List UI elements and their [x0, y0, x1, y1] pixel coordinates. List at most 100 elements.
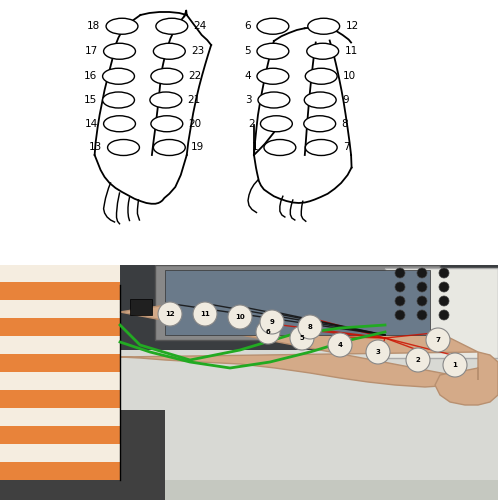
Polygon shape	[0, 444, 120, 462]
Text: 15: 15	[83, 95, 97, 105]
Bar	[0, 265, 498, 355]
Circle shape	[395, 282, 405, 292]
Circle shape	[260, 116, 292, 132]
Circle shape	[307, 44, 339, 59]
Bar	[130, 299, 152, 315]
Circle shape	[257, 44, 289, 59]
Text: 14: 14	[84, 118, 98, 128]
Circle shape	[439, 282, 449, 292]
Circle shape	[304, 116, 336, 132]
Text: 1: 1	[453, 362, 458, 368]
Circle shape	[395, 296, 405, 306]
Text: 12: 12	[165, 311, 175, 317]
Circle shape	[395, 268, 405, 278]
Circle shape	[395, 310, 405, 320]
Text: 20: 20	[189, 118, 202, 128]
Bar	[0, 350, 498, 480]
Circle shape	[153, 140, 185, 156]
Text: 22: 22	[189, 71, 202, 81]
Text: 6: 6	[245, 21, 251, 31]
Polygon shape	[0, 336, 120, 354]
Text: 19: 19	[191, 142, 205, 152]
Circle shape	[258, 92, 290, 108]
Circle shape	[106, 18, 138, 34]
Circle shape	[443, 353, 467, 377]
Polygon shape	[120, 302, 478, 387]
Text: 10: 10	[235, 314, 245, 320]
Text: 1: 1	[251, 142, 258, 152]
Text: 9: 9	[269, 319, 274, 325]
Circle shape	[328, 333, 352, 357]
Text: 23: 23	[191, 46, 205, 56]
Circle shape	[417, 282, 427, 292]
Circle shape	[151, 68, 183, 84]
Circle shape	[417, 310, 427, 320]
Circle shape	[150, 92, 182, 108]
Polygon shape	[435, 352, 498, 405]
Bar	[0, 410, 165, 500]
Text: 11: 11	[200, 311, 210, 317]
Text: 2: 2	[248, 118, 254, 128]
Circle shape	[439, 268, 449, 278]
Polygon shape	[0, 372, 120, 390]
Text: 21: 21	[188, 95, 201, 105]
Text: 10: 10	[343, 71, 356, 81]
Circle shape	[366, 340, 390, 364]
Polygon shape	[0, 354, 120, 372]
Circle shape	[151, 116, 183, 132]
Text: 3: 3	[246, 95, 252, 105]
Circle shape	[108, 140, 139, 156]
Circle shape	[417, 296, 427, 306]
Polygon shape	[0, 264, 120, 282]
Text: 6: 6	[265, 329, 270, 335]
Circle shape	[426, 328, 450, 352]
Text: 18: 18	[87, 21, 100, 31]
Circle shape	[417, 268, 427, 278]
Circle shape	[305, 68, 337, 84]
Circle shape	[305, 140, 337, 156]
Circle shape	[260, 310, 284, 334]
Circle shape	[103, 68, 134, 84]
Polygon shape	[0, 300, 120, 318]
Polygon shape	[0, 318, 120, 336]
Bar	[165, 270, 430, 335]
Text: 17: 17	[84, 46, 98, 56]
Circle shape	[156, 18, 188, 34]
Text: 7: 7	[343, 142, 350, 152]
Circle shape	[308, 18, 340, 34]
Text: 5: 5	[300, 335, 304, 341]
Text: 16: 16	[83, 71, 97, 81]
Text: 7: 7	[436, 337, 440, 343]
Polygon shape	[0, 462, 120, 480]
Circle shape	[228, 305, 252, 329]
Circle shape	[439, 310, 449, 320]
Circle shape	[193, 302, 217, 326]
Text: 5: 5	[245, 46, 251, 56]
Circle shape	[290, 326, 314, 350]
Bar	[385, 268, 498, 358]
Text: 4: 4	[338, 342, 343, 348]
Text: 8: 8	[308, 324, 312, 330]
Circle shape	[104, 44, 135, 59]
Circle shape	[257, 18, 289, 34]
Circle shape	[298, 315, 322, 339]
Polygon shape	[0, 426, 120, 444]
Polygon shape	[0, 408, 120, 426]
Polygon shape	[0, 282, 120, 300]
Circle shape	[256, 320, 280, 344]
Circle shape	[304, 92, 336, 108]
Circle shape	[406, 348, 430, 372]
Text: 12: 12	[346, 21, 359, 31]
Polygon shape	[0, 390, 120, 408]
Text: 11: 11	[345, 46, 358, 56]
Text: 8: 8	[342, 118, 348, 128]
Text: 13: 13	[88, 142, 102, 152]
Circle shape	[439, 296, 449, 306]
Circle shape	[257, 68, 289, 84]
Bar	[155, 265, 440, 340]
Circle shape	[158, 302, 182, 326]
Text: 2: 2	[416, 357, 420, 363]
Circle shape	[103, 92, 134, 108]
Text: 24: 24	[194, 21, 207, 31]
Circle shape	[153, 44, 185, 59]
